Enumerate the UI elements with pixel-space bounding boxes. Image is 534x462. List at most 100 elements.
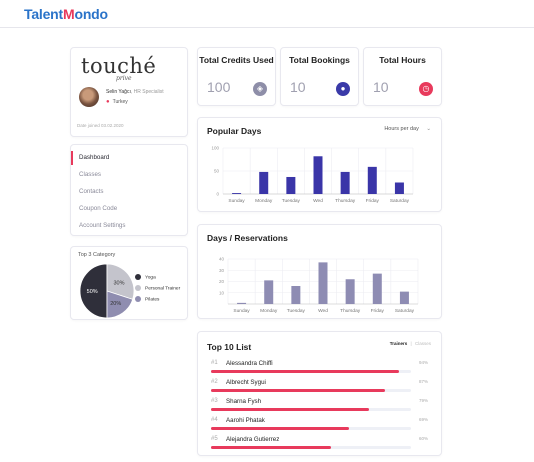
percent-label: 69% xyxy=(418,417,428,422)
x-tick-label: Wed xyxy=(313,198,323,204)
top10-tabs: Trainers | Classes xyxy=(390,341,431,346)
trainer-name: Aarohi Phatak xyxy=(226,417,265,424)
rank-label: #4 xyxy=(211,417,218,423)
legend-item-pilates: Pilates xyxy=(135,296,159,302)
pie-slice-label: 50% xyxy=(87,289,98,295)
tab-classes[interactable]: Classes xyxy=(414,341,431,346)
top-category-card: Top 3 Category 50% 30% 20% Yoga Personal T… xyxy=(70,246,188,320)
stat-title: Total Bookings xyxy=(289,55,350,65)
stat-title: Total Hours xyxy=(379,55,426,65)
logo-heart-letter: M xyxy=(63,6,75,22)
pie-slice-yoga[interactable] xyxy=(79,263,108,319)
progress-track xyxy=(211,389,411,392)
y-tick-label: 30 xyxy=(219,268,225,273)
y-tick-label: 10 xyxy=(219,290,225,295)
sidebar-item-account-settings[interactable]: Account Settings xyxy=(79,222,126,229)
bar-sunday[interactable] xyxy=(237,302,247,304)
x-tick-label: Tuesday xyxy=(282,198,301,204)
sidebar-item-coupon-code[interactable]: Coupon Code xyxy=(79,205,118,212)
bar-monday[interactable] xyxy=(264,280,274,304)
chevron-down-icon: ⌄ xyxy=(426,126,431,132)
sidebar-item-classes[interactable]: Classes xyxy=(79,171,102,178)
progress-fill xyxy=(211,427,349,430)
dropdown-label: Hours per day xyxy=(384,126,419,132)
logo-text-prefix: Talent xyxy=(24,6,63,22)
list-item[interactable]: #5 Alejandra Gutierrez 60% xyxy=(211,436,428,454)
pie-slice-label: 20% xyxy=(110,301,121,307)
percent-label: 60% xyxy=(418,436,428,441)
x-tick-label: Monday xyxy=(260,308,278,314)
hours-per-day-dropdown[interactable]: Hours per day ⌄ xyxy=(384,126,431,132)
x-tick-label: Thursday xyxy=(340,308,361,314)
trainer-name: Alessandra Chiffi xyxy=(226,360,273,367)
stat-card-credits: Total Credits Used 100 ◈ xyxy=(197,47,276,106)
days-reservations-card: Days / Reservations 40 30 20 10 Sunday Monday… xyxy=(197,224,442,319)
cube-icon: ◈ xyxy=(253,82,267,96)
progress-fill xyxy=(211,389,385,392)
y-tick-label: 20 xyxy=(219,279,225,284)
progress-track xyxy=(211,408,411,411)
top-bar: TalentMondo xyxy=(0,0,534,28)
logo-text-suffix: ondo xyxy=(74,6,108,22)
pie-slice-pilates[interactable] xyxy=(106,290,134,319)
section-title: Top 10 List xyxy=(207,342,252,352)
days-reservations-chart: 40 30 20 10 Sunday Monday Tuesday Wed Thursday Fr… xyxy=(219,257,419,314)
pie-slice-personal-trainer[interactable] xyxy=(106,263,135,300)
bar-tuesday[interactable] xyxy=(286,176,296,194)
bar-thursday[interactable] xyxy=(340,171,350,194)
legend-label: Yoga xyxy=(145,275,156,281)
x-tick-label: Sunday xyxy=(228,198,245,204)
profile-location-line: ● Turkey xyxy=(106,99,128,105)
progress-track xyxy=(211,370,411,373)
profile-name: Selin Yağcı xyxy=(106,89,131,95)
trainer-name: Albrecht Sygui xyxy=(226,379,266,386)
bar-thursday[interactable] xyxy=(345,279,355,304)
legend-item-yoga: Yoga xyxy=(135,274,156,280)
list-item[interactable]: #2 Albrecht Sygui 87% xyxy=(211,379,428,397)
legend-label: Personal Trainer xyxy=(145,286,181,292)
sidebar-item-contacts[interactable]: Contacts xyxy=(79,188,104,195)
list-item[interactable]: #1 Alessandra Chiffi 94% xyxy=(211,360,428,378)
list-item[interactable]: #4 Aarohi Phatak 69% xyxy=(211,417,428,435)
bar-tuesday[interactable] xyxy=(291,286,301,304)
list-item[interactable]: #3 Sharna Fysh 79% xyxy=(211,398,428,416)
trainer-name: Alejandra Gutierrez xyxy=(226,436,280,443)
bar-saturday[interactable] xyxy=(399,291,409,304)
sidebar-item-dashboard[interactable]: Dashboard xyxy=(71,151,187,165)
profile-location: Turkey xyxy=(112,99,128,105)
bar-wed[interactable] xyxy=(318,262,328,304)
progress-fill xyxy=(211,408,369,411)
user-icon: ● xyxy=(336,82,350,96)
tab-trainers[interactable]: Trainers xyxy=(389,341,408,346)
x-tick-label: Sunday xyxy=(233,308,250,314)
x-tick-label: Friday xyxy=(371,308,385,314)
stat-card-hours: Total Hours 10 ◷ xyxy=(363,47,442,106)
app-logo[interactable]: TalentMondo xyxy=(24,6,108,22)
bar-monday[interactable] xyxy=(259,171,269,194)
stat-card-bookings: Total Bookings 10 ● xyxy=(280,47,359,106)
legend-label: Pilates xyxy=(145,297,160,303)
y-tick-label: 100 xyxy=(211,146,219,151)
percent-label: 79% xyxy=(418,398,428,403)
stat-value: 10 xyxy=(290,79,306,95)
bar-sunday[interactable] xyxy=(232,193,242,194)
category-pie-chart: 50% 30% 20% xyxy=(79,263,135,319)
legend-item-personal-trainer: Personal Trainer xyxy=(135,285,180,291)
profile-role: HR Specialist xyxy=(133,89,164,95)
x-tick-label: Tuesday xyxy=(287,308,306,314)
bar-saturday[interactable] xyxy=(394,182,404,195)
top10-card: Top 10 List Trainers | Classes #1 Alessan… xyxy=(197,331,442,456)
progress-track xyxy=(211,427,411,430)
bar-friday[interactable] xyxy=(372,273,382,304)
popular-days-chart: 100 50 0 Sunday Monday Tuesday Wed Thursday Frid… xyxy=(211,146,414,204)
x-tick-label: Saturday xyxy=(390,198,410,204)
progress-fill xyxy=(211,446,331,449)
bar-wed[interactable] xyxy=(313,156,323,194)
progress-fill xyxy=(211,370,399,373)
y-tick-label: 50 xyxy=(214,169,220,174)
avatar xyxy=(79,87,99,107)
popular-days-card: Popular Days Hours per day ⌄ 100 50 0 Sunda… xyxy=(197,117,442,212)
profile-name-line: Selin Yağcı, HR Specialist xyxy=(106,89,164,95)
bar-friday[interactable] xyxy=(367,166,377,194)
x-tick-label: Friday xyxy=(366,198,380,204)
